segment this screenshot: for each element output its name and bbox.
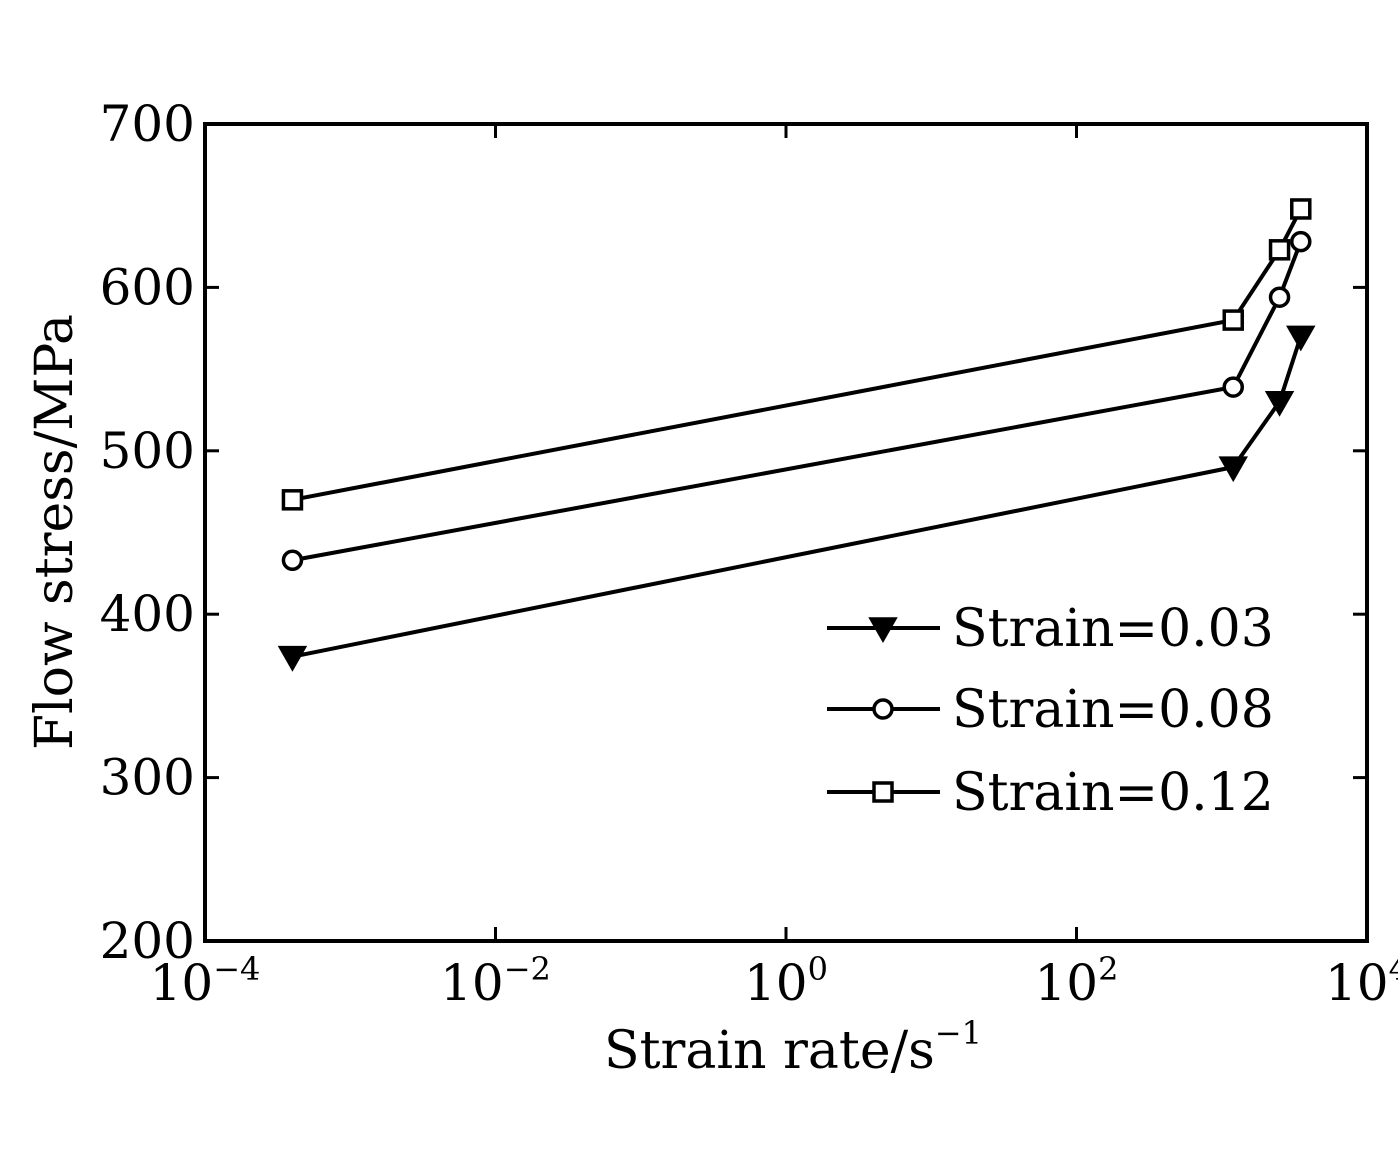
legend: Strain=0.03 Strain=0.08 Strain=0.12	[827, 599, 1274, 823]
x-tick-label: 104	[1325, 950, 1398, 1012]
data-point-marker	[281, 489, 304, 511]
x-tick-label: 10−2	[440, 950, 551, 1012]
series-triangle-down	[277, 325, 1316, 672]
x-tick-label-base: 10	[1035, 954, 1099, 1012]
y-tick-label: 600	[100, 258, 195, 316]
x-tick-label-exponent: −4	[213, 950, 260, 988]
y-axis-title: Flow stress/MPa	[25, 314, 85, 750]
x-tick-label-exponent: 2	[1098, 950, 1118, 988]
x-axis-title-exponent: −1	[935, 1014, 982, 1052]
data-point-marker	[281, 549, 304, 572]
legend-marker	[872, 781, 894, 803]
y-tick-label: 300	[100, 749, 195, 807]
x-tick-label-exponent: 0	[808, 950, 828, 988]
legend-marker	[868, 617, 898, 644]
data-point-marker	[1222, 376, 1245, 398]
x-tick-label-exponent: −2	[504, 950, 551, 988]
data-point-marker	[1286, 325, 1316, 352]
data-point-marker	[1290, 230, 1312, 253]
legend-label: Strain=0.08	[952, 680, 1274, 740]
series-square	[281, 198, 1312, 511]
series-layer	[277, 198, 1316, 672]
legend-entry: Strain=0.03	[827, 599, 1274, 659]
y-tick-label: 200	[100, 912, 195, 970]
x-tick-label: 102	[1035, 950, 1119, 1012]
x-tick-label: 100	[744, 950, 828, 1012]
legend-marker	[872, 698, 894, 720]
series-circle	[281, 230, 1312, 572]
y-tick-label: 700	[100, 95, 195, 153]
x-axis-title-base: Strain rate/s	[604, 1021, 935, 1081]
data-point-marker	[277, 645, 308, 672]
y-tick-label: 400	[100, 585, 195, 643]
legend-label: Strain=0.12	[952, 763, 1274, 823]
x-tick-label: 10−4	[150, 950, 261, 1012]
series-line	[292, 208, 1303, 502]
legend-entry: Strain=0.08	[827, 680, 1274, 740]
series-line	[292, 335, 1303, 659]
data-point-marker	[1218, 456, 1248, 483]
x-tick-label-base: 10	[150, 954, 214, 1012]
data-point-marker	[1290, 198, 1312, 220]
x-tick-label-base: 10	[1325, 954, 1389, 1012]
data-point-marker	[1268, 239, 1291, 261]
x-tick-label-base: 10	[440, 954, 504, 1012]
x-tick-label-exponent: 4	[1389, 950, 1398, 988]
legend-entry: Strain=0.12	[827, 763, 1274, 823]
series-line	[292, 240, 1303, 563]
x-axis-title: Strain rate/s−1	[604, 1014, 982, 1081]
data-point-marker	[1264, 391, 1295, 417]
data-point-marker	[1222, 309, 1245, 331]
data-point-marker	[1268, 286, 1291, 308]
x-tick-label-base: 10	[744, 954, 808, 1012]
legend-label: Strain=0.03	[952, 599, 1274, 659]
y-tick-label: 500	[100, 422, 195, 480]
